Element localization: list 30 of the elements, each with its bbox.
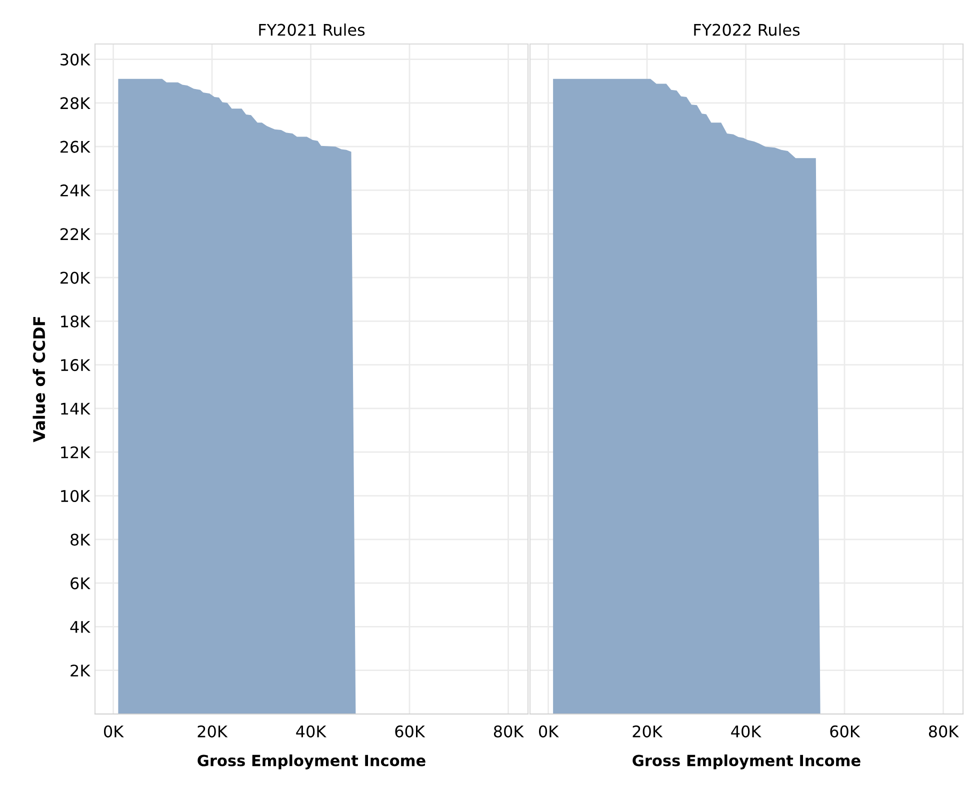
y-tick-label: 6K <box>70 577 90 590</box>
y-tick-label: 4K <box>70 621 90 633</box>
x-tick-label: 0K <box>104 725 124 738</box>
y-tick-label: 16K <box>61 359 90 372</box>
y-tick-label: 22K <box>60 228 90 240</box>
x-tick-label: 40K <box>731 725 762 738</box>
y-tick-label: 2K <box>70 664 90 676</box>
x-tick-label: 60K <box>830 725 860 738</box>
y-tick-label: 24K <box>60 184 90 196</box>
x-tick-label: 80K <box>928 725 959 738</box>
x-axis-title: Gross Employment Income <box>198 754 426 770</box>
x-tick-label: 0K <box>539 725 559 738</box>
x-tick-label: 80K <box>494 725 524 738</box>
x-tick-label: 20K <box>632 725 663 738</box>
y-tick-label: 12K <box>61 446 90 458</box>
y-tick-label: 28K <box>60 97 90 110</box>
x-tick-label: 60K <box>395 725 426 738</box>
x-axis-title: Gross Employment Income <box>632 754 860 770</box>
y-tick-label: 10K <box>61 490 90 502</box>
x-tick-label: 20K <box>198 725 228 738</box>
y-tick-label: 30K <box>60 53 90 66</box>
x-tick-label: 40K <box>296 725 326 738</box>
y-axis-title: Value of CCDF <box>32 317 46 442</box>
y-tick-label: 18K <box>61 315 90 328</box>
y-tick-label: 26K <box>60 140 90 153</box>
y-tick-label: 8K <box>70 534 90 546</box>
y-tick-label: 20K <box>60 272 90 284</box>
chart-title: FY2021 Rules <box>259 24 365 36</box>
y-tick-label: 14K <box>61 402 90 415</box>
chart-title: FY2022 Rules <box>694 24 800 36</box>
